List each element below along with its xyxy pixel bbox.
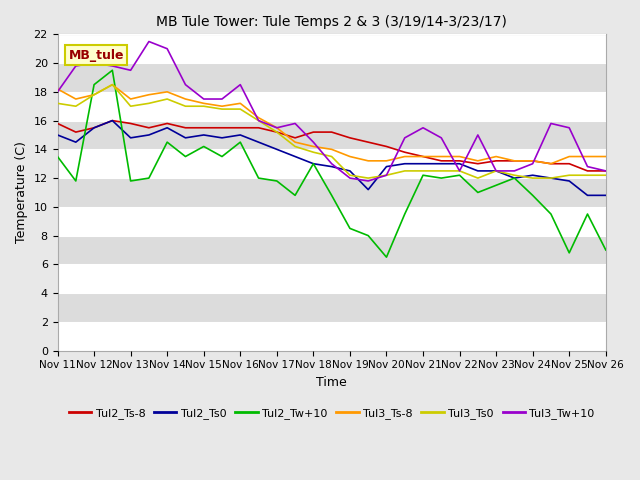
Bar [58,35,606,63]
Bar [58,207,606,236]
Legend: Tul2_Ts-8, Tul2_Ts0, Tul2_Tw+10, Tul3_Ts-8, Tul3_Ts0, Tul3_Tw+10: Tul2_Ts-8, Tul2_Ts0, Tul2_Tw+10, Tul3_Ts… [65,404,599,423]
Title: MB Tule Tower: Tule Temps 2 & 3 (3/19/14-3/23/17): MB Tule Tower: Tule Temps 2 & 3 (3/19/14… [156,15,507,29]
Text: MB_tule: MB_tule [68,48,124,61]
Bar [58,293,606,322]
Bar [58,63,606,92]
Bar [58,264,606,293]
Bar [58,149,606,178]
Bar [58,92,606,120]
Bar [58,120,606,149]
Bar [58,322,606,350]
Bar [58,236,606,264]
X-axis label: Time: Time [316,376,347,389]
Bar [58,178,606,207]
Y-axis label: Temperature (C): Temperature (C) [15,142,28,243]
